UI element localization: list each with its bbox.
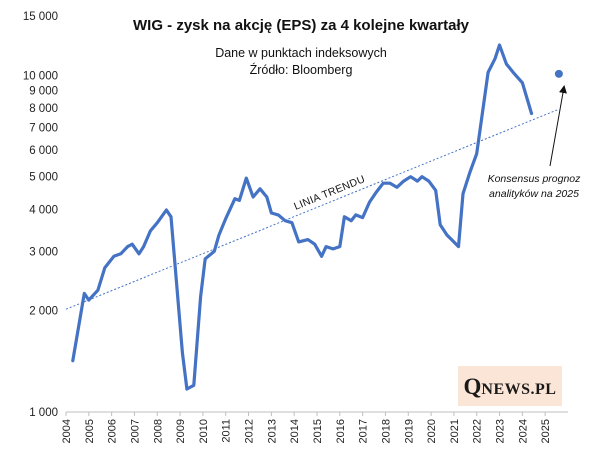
chart-subtitle-line-1: Dane w punktach indeksowych [215, 46, 387, 60]
annotation-line-2: analityków na 2025 [489, 188, 579, 200]
x-axis: 2004 2005 2006 2007 2008 2009 2010 2011 2012 2013… [61, 411, 568, 443]
y-axis: 1 000 2 000 3 000 4 000 5 000 6 000 7 000 8 000… [23, 11, 58, 419]
series-group [71, 43, 534, 391]
x-tick-label: 2014 [289, 419, 301, 443]
x-tick-label: 2023 [495, 419, 507, 443]
x-tick-label: 2020 [426, 419, 438, 443]
forecast-annotation: Konsensus prognoz analityków na 2025 [488, 85, 582, 200]
x-tick-label: 2008 [152, 419, 164, 443]
annotation-arrow [549, 85, 567, 167]
x-tick-label: 2005 [84, 419, 96, 443]
y-tick-label: 7 000 [29, 122, 58, 134]
x-tick-label: 2015 [312, 419, 324, 443]
y-tick-label: 2 000 [29, 306, 58, 318]
logo-text: QNEWS.PL [464, 374, 557, 399]
forecast-group [554, 69, 563, 78]
x-tick-label: 2024 [517, 419, 529, 443]
chart-title: WIG - zysk na akcję (EPS) za 4 kolejne k… [133, 17, 470, 34]
x-tick-label: 2021 [449, 419, 461, 443]
x-tick-label: 2016 [335, 419, 347, 443]
x-tick-label: 2025 [540, 419, 552, 443]
y-tick-label: 5 000 [29, 172, 58, 184]
y-tick-label: 15 000 [23, 11, 58, 23]
x-tick-label: 2012 [244, 419, 256, 443]
x-tick-label: 2013 [266, 419, 278, 443]
y-tick-label: 3 000 [29, 246, 58, 258]
x-tick-label: 2018 [380, 419, 392, 443]
x-tick-label: 2009 [175, 419, 187, 443]
logo-q: Q [464, 374, 482, 399]
chart-subtitle-line-2: Źródło: Bloomberg [250, 62, 353, 77]
x-tick-label: 2006 [107, 419, 119, 443]
y-tick-label: 4 000 [29, 204, 58, 216]
trend-line-label: LINIA TRENDU [292, 173, 367, 213]
x-tick-label: 2004 [61, 419, 73, 443]
y-tick-label: 1 000 [29, 407, 58, 419]
trend-line [65, 108, 560, 310]
x-tick-label: 2011 [221, 419, 233, 443]
annotation-line-1: Konsensus prognoz [488, 173, 582, 185]
forecast-point [554, 69, 563, 78]
eps-series-line [71, 43, 534, 391]
x-tick-label: 2017 [358, 419, 370, 443]
logo-box [458, 366, 562, 406]
logo: QNEWS.PL [458, 366, 562, 406]
x-tick-label: 2007 [129, 419, 141, 443]
x-tick-label: 2019 [403, 419, 415, 443]
logo-rest: NEWS.PL [481, 381, 556, 398]
trend-line-group: LINIA TRENDU [65, 108, 560, 310]
y-tick-label: 9 000 [29, 86, 58, 98]
y-tick-label: 6 000 [29, 145, 58, 157]
y-tick-label: 10 000 [23, 70, 58, 82]
x-tick-label: 2022 [472, 419, 484, 443]
y-tick-label: 8 000 [29, 103, 58, 115]
x-tick-label: 2010 [198, 419, 210, 443]
